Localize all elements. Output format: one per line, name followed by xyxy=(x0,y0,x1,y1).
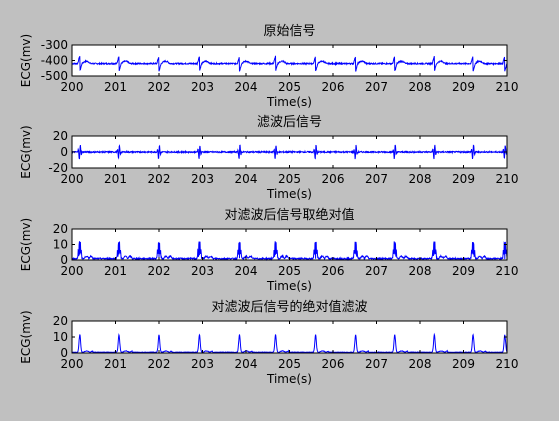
y-tick-label: 20 xyxy=(53,222,68,236)
subplot-2: 200 201 202 203 204 205 206 207 208 209 210200-20滤… xyxy=(19,115,518,201)
x-tick-label: 201 xyxy=(104,172,127,186)
x-tick-label: 201 xyxy=(104,264,127,278)
x-tick-label: 208 xyxy=(409,264,432,278)
x-tick-label: 200 xyxy=(61,80,84,94)
axes-area xyxy=(72,229,507,260)
x-tick-label: 209 xyxy=(452,264,475,278)
subplot-title: 原始信号 xyxy=(263,24,315,39)
x-tick-label: 207 xyxy=(365,80,388,94)
x-tick-label: 208 xyxy=(409,357,432,371)
subplot-3: 200 201 202 203 204 205 206 207 208 209 210 20 100 对滤… xyxy=(19,207,518,293)
x-tick-label: 203 xyxy=(191,80,214,94)
series-line xyxy=(71,55,508,72)
x-tick-label: 201 xyxy=(104,357,127,371)
x-tick-label: 210 xyxy=(496,264,519,278)
y-tick-label: 20 xyxy=(53,129,68,143)
x-tick-label: 204 xyxy=(235,172,258,186)
x-tick-label: 209 xyxy=(452,172,475,186)
x-tick-label: 202 xyxy=(148,357,171,371)
x-axis-label: Time(s) xyxy=(266,95,312,109)
x-tick-label: 202 xyxy=(148,172,171,186)
x-tick-label: 205 xyxy=(278,264,301,278)
x-tick-label: 207 xyxy=(365,172,388,186)
x-axis-label: Time(s) xyxy=(266,279,312,293)
x-tick-label: 205 xyxy=(278,357,301,371)
y-tick-label: 0 xyxy=(60,253,68,267)
y-tick-label: -300 xyxy=(41,38,68,52)
series-line xyxy=(71,144,508,160)
x-tick-label: 202 xyxy=(148,264,171,278)
x-tick-label: 206 xyxy=(322,357,345,371)
x-tick-label: 206 xyxy=(322,172,345,186)
x-tick-label: 204 xyxy=(235,264,258,278)
x-tick-label: 200 xyxy=(61,172,84,186)
x-tick-label: 209 xyxy=(452,80,475,94)
y-tick-label: -20 xyxy=(48,161,68,175)
x-tick-label: 210 xyxy=(496,172,519,186)
x-tick-label: 206 xyxy=(322,264,345,278)
x-axis-label: Time(s) xyxy=(266,187,312,201)
subplot-title: 对滤波后信号的绝对值滤波 xyxy=(211,299,367,315)
x-tick-label: 201 xyxy=(104,80,127,94)
y-tick-label: 10 xyxy=(53,238,68,252)
y-tick-label: 0 xyxy=(60,346,68,360)
x-tick-label: 205 xyxy=(278,172,301,186)
y-axis-label: ECG(mv) xyxy=(19,34,33,87)
subplots: 200 201 202 203 204 205 206 207 208 209 210-300-40… xyxy=(19,24,518,386)
x-tick-label: 210 xyxy=(496,80,519,94)
x-tick-label: 206 xyxy=(322,80,345,94)
x-tick-label: 207 xyxy=(365,357,388,371)
x-tick-label: 209 xyxy=(452,357,475,371)
x-tick-label: 205 xyxy=(278,80,301,94)
x-tick-label: 204 xyxy=(235,357,258,371)
x-tick-label: 202 xyxy=(148,80,171,94)
y-axis-label: ECG(mv) xyxy=(19,218,33,271)
y-tick-label: -500 xyxy=(41,69,68,83)
x-tick-label: 200 xyxy=(61,357,84,371)
x-tick-label: 207 xyxy=(365,264,388,278)
axes-area xyxy=(72,321,507,353)
y-axis-label: ECG(mv) xyxy=(19,310,33,363)
x-axis-label: Time(s) xyxy=(266,372,312,386)
subplot-1: 200 201 202 203 204 205 206 207 208 209 210 -300 -40… xyxy=(19,24,518,109)
y-axis-label: ECG(mv) xyxy=(19,125,33,178)
x-tick-label: 208 xyxy=(409,172,432,186)
subplot-title: 滤波后信号 xyxy=(257,115,322,130)
subplot-4: 200 201 202 203 204 205 206 207 208 209 210 20 10 0 对滤… xyxy=(19,299,518,386)
x-tick-label: 203 xyxy=(191,172,214,186)
y-tick-label: 0 xyxy=(60,145,68,159)
x-tick-label: 204 xyxy=(235,80,258,94)
x-tick-label: 203 xyxy=(191,264,214,278)
x-tick-label: 208 xyxy=(409,80,432,94)
y-tick-label: 10 xyxy=(53,330,68,344)
x-tick-label: 200 xyxy=(61,264,84,278)
subplot-title: 对滤波后信号取绝对值 xyxy=(224,207,354,223)
y-tick-label: 20 xyxy=(53,314,68,328)
x-tick-label: 203 xyxy=(191,357,214,371)
x-tick-label: 210 xyxy=(496,357,519,371)
y-tick-label: -400 xyxy=(41,54,68,68)
